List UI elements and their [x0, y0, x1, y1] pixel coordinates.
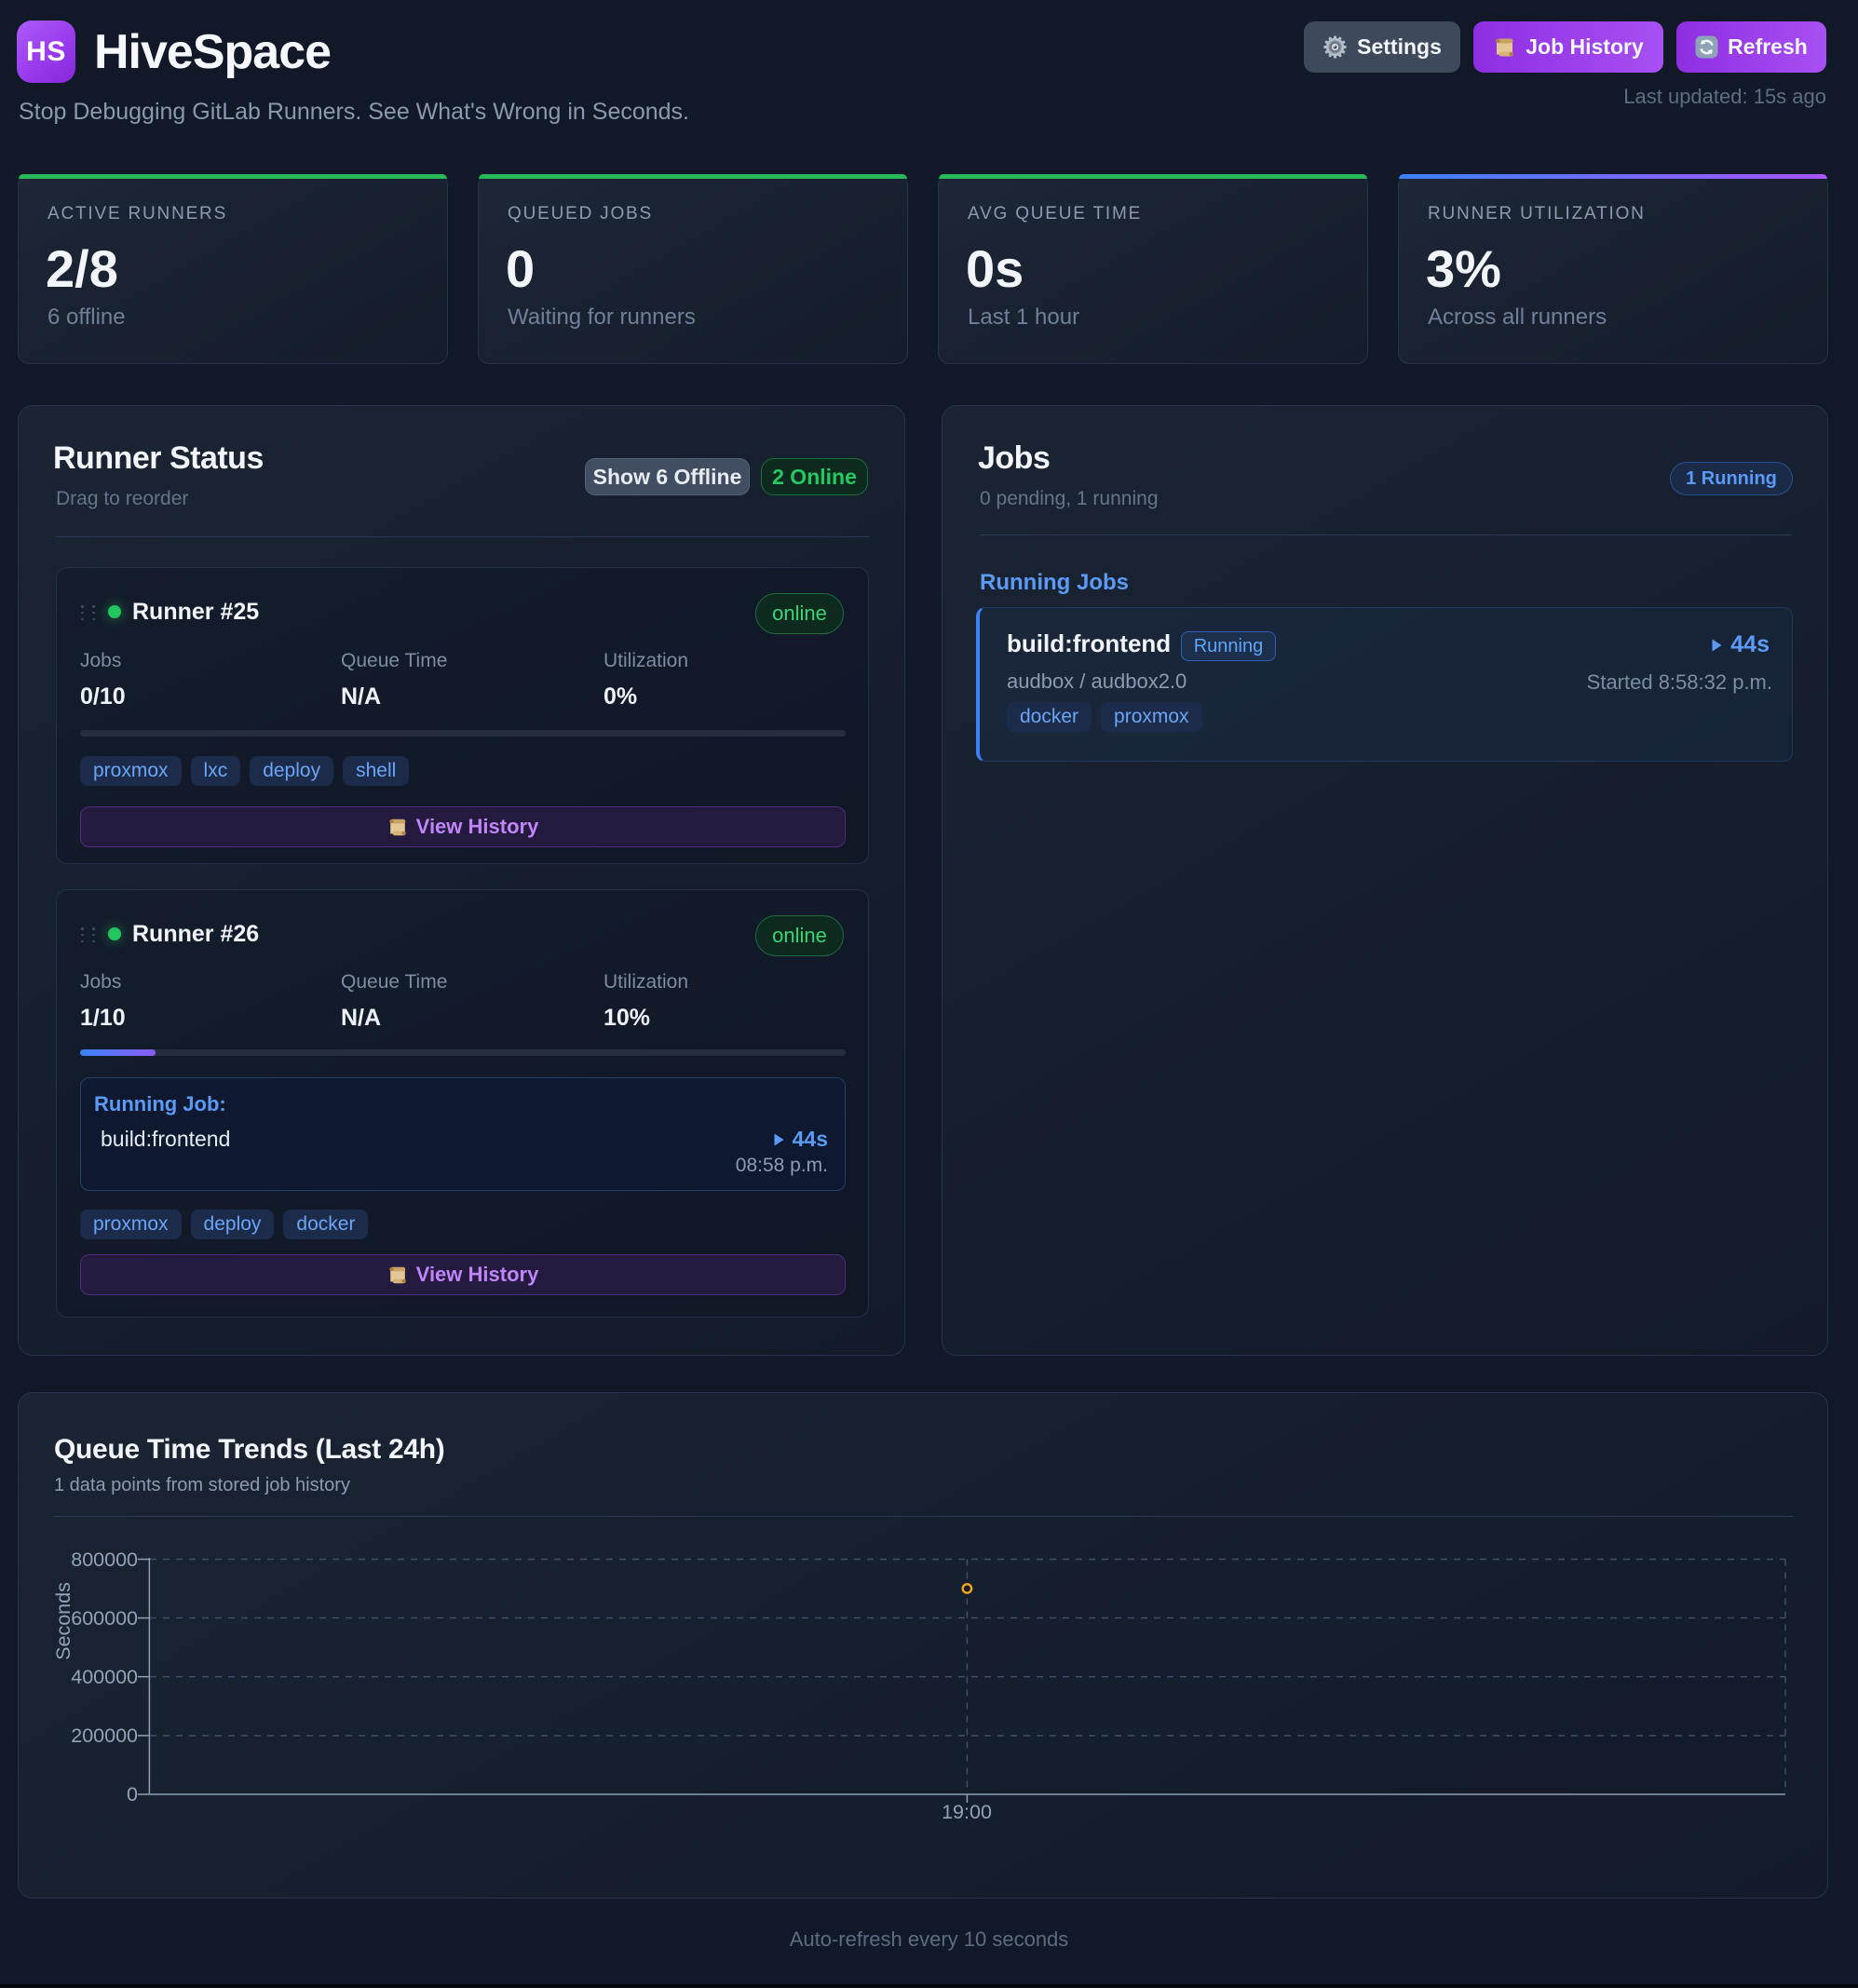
svg-text:0: 0: [127, 1783, 138, 1805]
svg-text:400000: 400000: [71, 1666, 138, 1688]
svg-text:Seconds: Seconds: [52, 1582, 75, 1660]
svg-text:200000: 200000: [71, 1724, 138, 1747]
svg-text:19:00: 19:00: [942, 1801, 992, 1823]
svg-text:800000: 800000: [71, 1548, 138, 1571]
svg-text:600000: 600000: [71, 1607, 138, 1630]
